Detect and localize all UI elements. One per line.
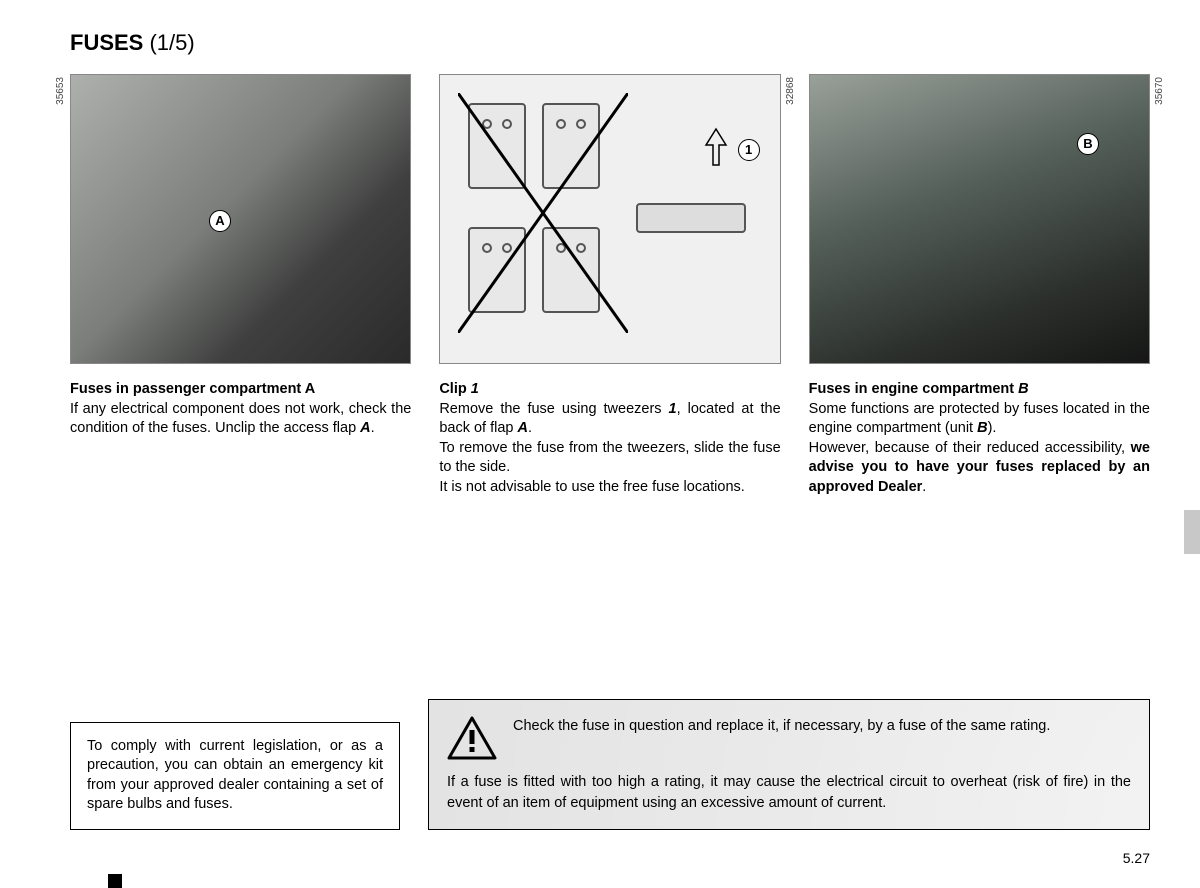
- warning-triangle-icon: [447, 716, 497, 766]
- warning-box: Check the fuse in question and replace i…: [428, 699, 1150, 830]
- page-title: FUSES (1/5): [70, 30, 1150, 56]
- image-code-right: 35670: [1154, 77, 1165, 105]
- col2-heading: Clip 1: [439, 380, 780, 400]
- col3-p1: Some functions are protected by fuses lo…: [809, 400, 1150, 439]
- c3h-it: B: [1018, 381, 1028, 397]
- c3p2c: .: [922, 479, 926, 495]
- lower-region: To comply with current legislation, or a…: [70, 699, 1150, 830]
- c3h-pre: Fuses in engine compartment: [809, 381, 1019, 397]
- note-box-container: To comply with current legislation, or a…: [70, 722, 400, 830]
- col1-paragraph: If any electrical component does not wor…: [70, 400, 411, 439]
- image-engine-compartment: 35670 B: [809, 74, 1150, 364]
- w1b: replace it,: [716, 718, 779, 734]
- title-sub: (1/5): [149, 30, 194, 55]
- note-box: To comply with current legislation, or a…: [70, 722, 400, 830]
- image-code-center: 32868: [785, 77, 796, 105]
- warning-line-1: Check the fuse in question and replace i…: [513, 716, 1050, 766]
- fuse-diagram-shapes: [468, 103, 628, 333]
- thumb-tab: [1184, 510, 1200, 554]
- callout-a: A: [209, 210, 231, 232]
- image-fuse-diagram: 32868 1: [439, 74, 780, 364]
- c2p1e: .: [528, 420, 532, 436]
- arrow-up-icon: [704, 127, 728, 167]
- columns: 35653 A Fuses in passenger compartment A…: [70, 74, 1150, 497]
- w1c: if necessary,: [779, 718, 867, 734]
- image-code-left: 35653: [55, 77, 66, 105]
- callout-b: B: [1077, 133, 1099, 155]
- c3p1c: ).: [988, 420, 997, 436]
- col2-h-pre: Clip: [439, 381, 470, 397]
- page-number: 5.27: [1123, 850, 1150, 866]
- col2-h-it: 1: [471, 381, 479, 397]
- col1-heading: Fuses in passenger compartment A: [70, 380, 411, 400]
- c2p1d: A: [518, 420, 528, 436]
- col1-p1c: .: [371, 420, 375, 436]
- c3p1b: B: [977, 420, 987, 436]
- col2-p2: To remove the fuse from the tweezers, sl…: [439, 439, 780, 478]
- column-2: 32868 1 Clip 1 Remove the fuse using twe…: [439, 74, 780, 497]
- col3-heading: Fuses in engine compartment B: [809, 380, 1150, 400]
- column-1: 35653 A Fuses in passenger compartment A…: [70, 74, 411, 497]
- image-passenger-compartment: 35653 A: [70, 74, 411, 364]
- c2p1b: 1: [669, 401, 677, 417]
- tweezer-shape: [636, 195, 756, 243]
- col1-p1b: A: [360, 420, 370, 436]
- bleed-mark: [108, 874, 122, 888]
- col3-p2: However, because of their reduced access…: [809, 439, 1150, 498]
- c2p1a: Remove the fuse using tweezers: [439, 401, 668, 417]
- col2-p3: It is not advisable to use the free fuse…: [439, 478, 780, 498]
- callout-1: 1: [738, 139, 760, 161]
- col2-p1: Remove the fuse using tweezers 1, locate…: [439, 400, 780, 439]
- w1d: by a fuse of the same rating.: [867, 718, 1050, 734]
- title-main: FUSES: [70, 30, 143, 55]
- column-3: 35670 B Fuses in engine compartment B So…: [809, 74, 1150, 497]
- c3p2a: However, because of their reduced access…: [809, 440, 1131, 456]
- warning-box-container: Check the fuse in question and replace i…: [428, 699, 1150, 830]
- w1a: Check the fuse in question and: [513, 718, 716, 734]
- warning-line-2: If a fuse is fitted with too high a rati…: [447, 772, 1131, 813]
